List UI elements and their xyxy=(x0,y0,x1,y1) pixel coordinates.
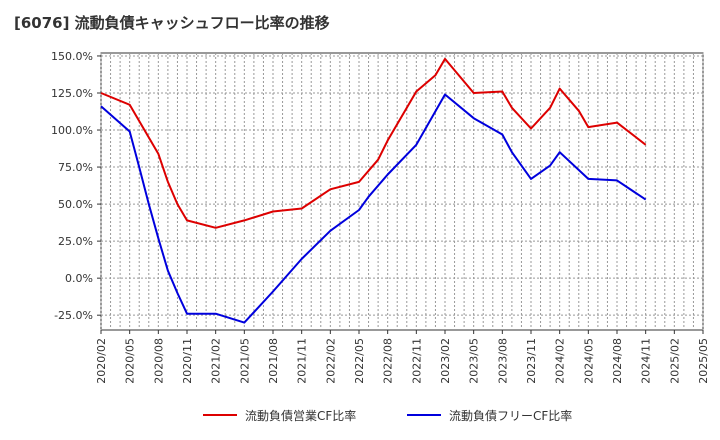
legend: 流動負債営業CF比率 流動負債フリーCF比率 xyxy=(203,408,572,423)
x-tick-label: 2022/05 xyxy=(353,338,366,384)
x-tick-label: 2020/11 xyxy=(181,338,194,384)
x-tick-label: 2021/08 xyxy=(267,338,280,384)
series-line-1 xyxy=(100,57,647,229)
y-tick-label: -25.0% xyxy=(54,309,93,322)
x-tick-label: 2021/11 xyxy=(296,338,309,384)
y-axis: 150.0% 125.0% 100.0% 75.0% 50.0% 25.0% 0.0% -25… xyxy=(51,50,101,322)
x-tick-label: 2022/11 xyxy=(410,338,423,384)
x-tick-label: 2020/08 xyxy=(152,338,165,384)
x-axis: 2020/02 2020/05 2020/08 2020/11 2021/02 2021/… xyxy=(95,330,710,384)
x-tick-label: 2025/02 xyxy=(668,338,681,384)
y-tick-label: 25.0% xyxy=(58,235,93,248)
plot-area xyxy=(100,52,704,331)
y-tick-label: 125.0% xyxy=(51,87,93,100)
y-tick-label: 100.0% xyxy=(51,124,93,137)
grid xyxy=(100,53,704,330)
x-tick-label: 2022/08 xyxy=(382,338,395,384)
x-tick-label: 2023/08 xyxy=(496,338,509,384)
legend-label-2: 流動負債フリーCF比率 xyxy=(449,408,572,423)
y-tick-label: 75.0% xyxy=(58,161,93,174)
x-tick-label: 2024/02 xyxy=(554,338,567,384)
x-tick-label: 2021/05 xyxy=(238,338,251,384)
series-line-2 xyxy=(100,93,647,324)
x-tick-label: 2023/05 xyxy=(468,338,481,384)
x-tick-label: 2021/02 xyxy=(210,338,223,384)
x-tick-label: 2023/11 xyxy=(525,338,538,384)
x-tick-label: 2023/02 xyxy=(439,338,452,384)
x-tick-label: 2020/02 xyxy=(95,338,108,384)
x-tick-label: 2020/05 xyxy=(124,338,137,384)
series-group xyxy=(100,57,647,324)
y-tick-label: 0.0% xyxy=(65,272,93,285)
x-tick-label: 2024/08 xyxy=(611,338,624,384)
y-tick-label: 150.0% xyxy=(51,50,93,63)
legend-label-1: 流動負債営業CF比率 xyxy=(245,408,356,423)
x-tick-label: 2025/05 xyxy=(697,338,710,384)
x-tick-label: 2024/05 xyxy=(582,338,595,384)
x-tick-label: 2022/02 xyxy=(324,338,337,384)
chart-title: [6076] 流動負債キャッシュフロー比率の推移 xyxy=(14,14,330,32)
y-tick-label: 50.0% xyxy=(58,198,93,211)
x-tick-label: 2024/11 xyxy=(640,338,653,384)
